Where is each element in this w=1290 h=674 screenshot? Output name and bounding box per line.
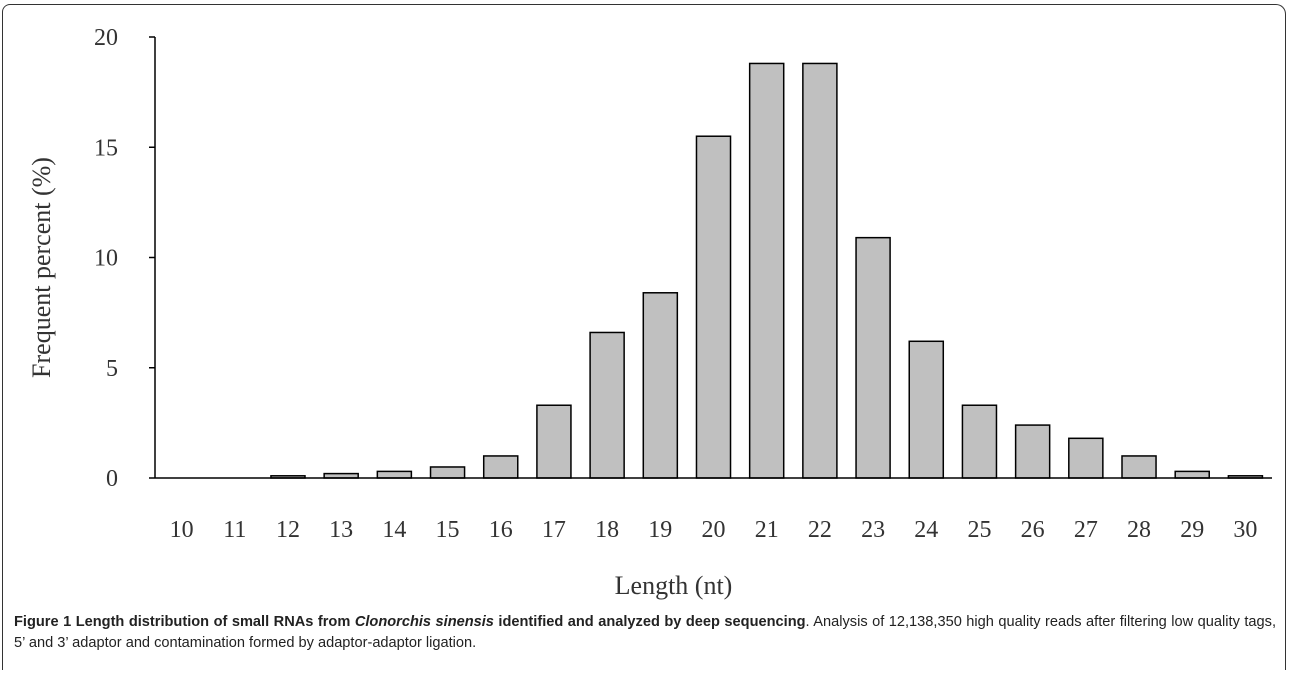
x-tick-label-25: 25 bbox=[967, 517, 991, 543]
x-tick-label-14: 14 bbox=[382, 517, 406, 543]
bar-25 bbox=[961, 404, 998, 479]
x-tick-label-10: 10 bbox=[170, 517, 194, 543]
y-axis-ticks: 0 5 10 15 20 bbox=[94, 25, 155, 492]
x-tick-label-22: 22 bbox=[808, 517, 832, 543]
bar-22 bbox=[802, 62, 838, 479]
bar-24 bbox=[908, 340, 945, 479]
x-tick-label-15: 15 bbox=[436, 517, 460, 543]
bar-28 bbox=[1121, 455, 1157, 479]
y-tick-label: 5 bbox=[106, 356, 118, 382]
bar-15 bbox=[429, 466, 466, 479]
bar-23 bbox=[855, 236, 891, 479]
x-tick-label-19: 19 bbox=[648, 517, 672, 543]
x-tick-label-24: 24 bbox=[914, 517, 938, 543]
bar-20 bbox=[695, 135, 732, 479]
figure-caption: Figure 1 Length distribution of small RN… bbox=[14, 612, 1276, 654]
bar-21 bbox=[748, 62, 785, 479]
caption-title-post: identified and analyzed by deep sequenci… bbox=[493, 614, 806, 630]
x-tick-label-20: 20 bbox=[702, 517, 726, 543]
y-tick-label: 20 bbox=[94, 25, 118, 51]
bar-19 bbox=[642, 292, 679, 479]
y-tick-label: 15 bbox=[94, 135, 118, 161]
x-tick-label-30: 30 bbox=[1233, 517, 1257, 543]
caption-species: Clonorchis sinensis bbox=[354, 614, 494, 630]
x-tick-label-27: 27 bbox=[1074, 517, 1098, 543]
bars bbox=[270, 62, 1264, 479]
bar-14 bbox=[376, 470, 413, 479]
x-tick-label-16: 16 bbox=[489, 517, 513, 543]
caption-title-pre: Length distribution of small RNAs from bbox=[75, 614, 355, 630]
bar-26 bbox=[1014, 424, 1051, 479]
x-tick-label-17: 17 bbox=[542, 517, 566, 543]
x-tick-label-12: 12 bbox=[276, 517, 300, 543]
x-tick-label-21: 21 bbox=[755, 517, 779, 543]
x-tick-label-13: 13 bbox=[329, 517, 353, 543]
x-tick-label-23: 23 bbox=[861, 517, 885, 543]
y-tick-label: 10 bbox=[94, 246, 118, 272]
y-tick-label: 0 bbox=[106, 466, 118, 492]
x-tick-label-29: 29 bbox=[1180, 517, 1204, 543]
x-tick-label-28: 28 bbox=[1127, 517, 1151, 543]
bar-chart: 0 5 10 15 20 10 11 12 13 14 15 16 17 18 19 20 21 22 23 24 2… bbox=[27, 25, 1272, 600]
bar-18 bbox=[589, 331, 625, 479]
caption-body: . Analysis of 12,138,350 high quality re… bbox=[14, 614, 1276, 651]
y-axis-title: Frequent percent (%) bbox=[27, 157, 56, 378]
x-tick-label-18: 18 bbox=[595, 517, 619, 543]
bar-27 bbox=[1068, 437, 1104, 479]
bar-29 bbox=[1174, 470, 1210, 479]
x-axis-tick-labels: 10 11 12 13 14 15 16 17 18 19 20 21 22 23 24 25 26 27 28 29… bbox=[170, 517, 1258, 543]
bar-17 bbox=[536, 404, 572, 479]
x-tick-label-26: 26 bbox=[1021, 517, 1045, 543]
x-tick-label-11: 11 bbox=[223, 517, 246, 543]
bar-16 bbox=[482, 455, 519, 479]
x-axis-title: Length (nt) bbox=[615, 571, 733, 600]
caption-label: Figure 1 bbox=[14, 614, 72, 630]
figure-frame bbox=[2, 4, 1286, 670]
